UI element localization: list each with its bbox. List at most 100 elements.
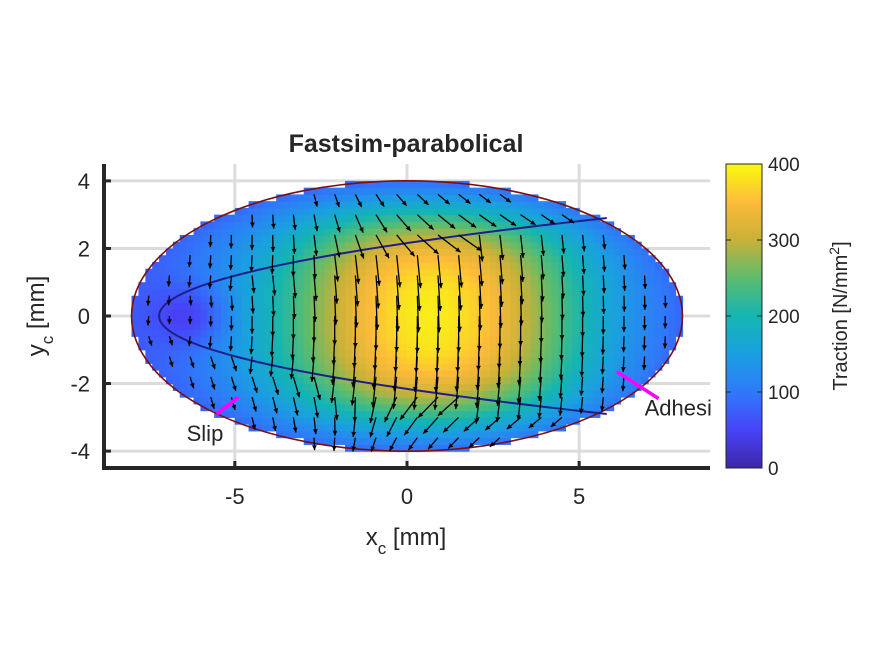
heatmap-cell — [262, 275, 270, 283]
heatmap-cell — [427, 295, 436, 304]
heatmap-cell — [420, 316, 429, 324]
heatmap-cell — [489, 417, 498, 425]
heatmap-cell — [455, 437, 463, 445]
heatmap-cell — [338, 383, 346, 391]
traction-arrow — [416, 275, 421, 312]
heatmap-cell — [179, 329, 188, 337]
heatmap-cell — [413, 349, 422, 358]
heatmap-cell — [393, 201, 401, 209]
heatmap-cell — [551, 275, 560, 283]
heatmap-cell — [324, 201, 332, 209]
heatmap-cell — [427, 180, 436, 189]
heatmap-cell — [345, 417, 353, 425]
heatmap-cell — [496, 390, 505, 398]
heatmap-cell — [345, 261, 353, 270]
heatmap-cell — [503, 214, 511, 223]
heatmap-cell — [503, 329, 511, 337]
heatmap-cell — [613, 390, 622, 398]
heatmap-cell — [455, 370, 463, 378]
heatmap-cell — [345, 410, 353, 418]
traction-arrow — [455, 376, 460, 410]
heatmap-cell — [152, 309, 160, 317]
heatmap-cell — [296, 302, 305, 310]
heatmap-cell — [296, 261, 305, 270]
heatmap-cell — [654, 343, 663, 351]
heatmap-cell — [338, 302, 346, 310]
heatmap-cell — [296, 316, 305, 324]
heatmap-cell — [172, 329, 181, 337]
traction-arrow-head — [166, 281, 172, 287]
heatmap-cell — [510, 343, 518, 351]
heatmap-cell — [462, 316, 470, 324]
heatmap-cell — [372, 187, 381, 195]
heatmap-cell — [358, 329, 367, 337]
heatmap-cell — [448, 214, 456, 223]
heatmap-cell — [269, 343, 277, 351]
heatmap-cell — [393, 390, 401, 398]
heatmap-cell — [262, 403, 270, 412]
heatmap-cell — [489, 349, 498, 358]
heatmap-cell — [606, 234, 615, 243]
heatmap-cell — [365, 295, 374, 304]
heatmap-cell — [620, 234, 628, 243]
heatmap-cell — [558, 207, 566, 216]
heatmap-cell — [420, 288, 429, 297]
heatmap-cell — [317, 349, 325, 358]
heatmap-cell — [510, 316, 518, 324]
heatmap-cell — [221, 214, 229, 223]
heatmap-cell — [434, 248, 443, 256]
heatmap-cell — [165, 302, 174, 310]
heatmap-cell — [303, 316, 312, 324]
traction-arrow — [478, 275, 482, 309]
heatmap-cell — [634, 356, 642, 364]
traction-arrow-head — [332, 430, 338, 436]
traction-arrow-head — [663, 303, 668, 309]
heatmap-cell — [448, 329, 456, 337]
heatmap-cell — [613, 282, 622, 290]
heatmap-cell — [572, 255, 580, 263]
heatmap-cell — [179, 343, 188, 351]
heatmap-cell — [468, 437, 477, 445]
heatmap-cell — [248, 410, 257, 418]
heatmap-cell — [455, 430, 463, 439]
heatmap-cell — [517, 370, 525, 378]
heatmap-cell — [468, 275, 477, 283]
heatmap-cell — [338, 268, 346, 277]
heatmap-cell — [606, 261, 615, 270]
heatmap-cell — [407, 295, 415, 304]
heatmap-cell — [214, 397, 222, 405]
heatmap-cell — [393, 417, 401, 425]
heatmap-cell — [172, 282, 181, 290]
heatmap-cell — [221, 221, 229, 229]
heatmap-cell — [248, 228, 257, 236]
heatmap-cell — [551, 288, 560, 297]
traction-arrow-head — [384, 416, 389, 423]
heatmap-cell — [517, 424, 525, 432]
traction-arrow-head — [579, 371, 585, 377]
heatmap-cell — [310, 187, 319, 195]
heatmap-cell — [172, 322, 181, 331]
heatmap-cell — [400, 376, 408, 385]
heatmap-cell — [572, 363, 580, 371]
heatmap-cell — [510, 356, 518, 364]
heatmap-cell — [303, 349, 312, 358]
heatmap-cell — [234, 275, 243, 283]
heatmap-cell — [317, 343, 325, 351]
heatmap-cell — [200, 370, 208, 378]
heatmap-cell — [530, 329, 539, 337]
heatmap-cell — [372, 376, 381, 385]
traction-arrow-head — [231, 404, 237, 411]
heatmap-cell — [420, 268, 429, 277]
heatmap-cell — [434, 187, 443, 195]
heatmap-cell — [262, 214, 270, 223]
heatmap-cell — [407, 349, 415, 358]
heatmap-cell — [234, 390, 243, 398]
heatmap-cell — [159, 343, 167, 351]
heatmap-cell — [427, 349, 436, 358]
heatmap-cell — [475, 268, 484, 277]
heatmap-cell — [648, 302, 656, 310]
heatmap-cell — [289, 376, 298, 385]
heatmap-cell — [579, 383, 587, 391]
heatmap-cell — [310, 288, 319, 297]
heatmap-cell — [606, 336, 615, 344]
